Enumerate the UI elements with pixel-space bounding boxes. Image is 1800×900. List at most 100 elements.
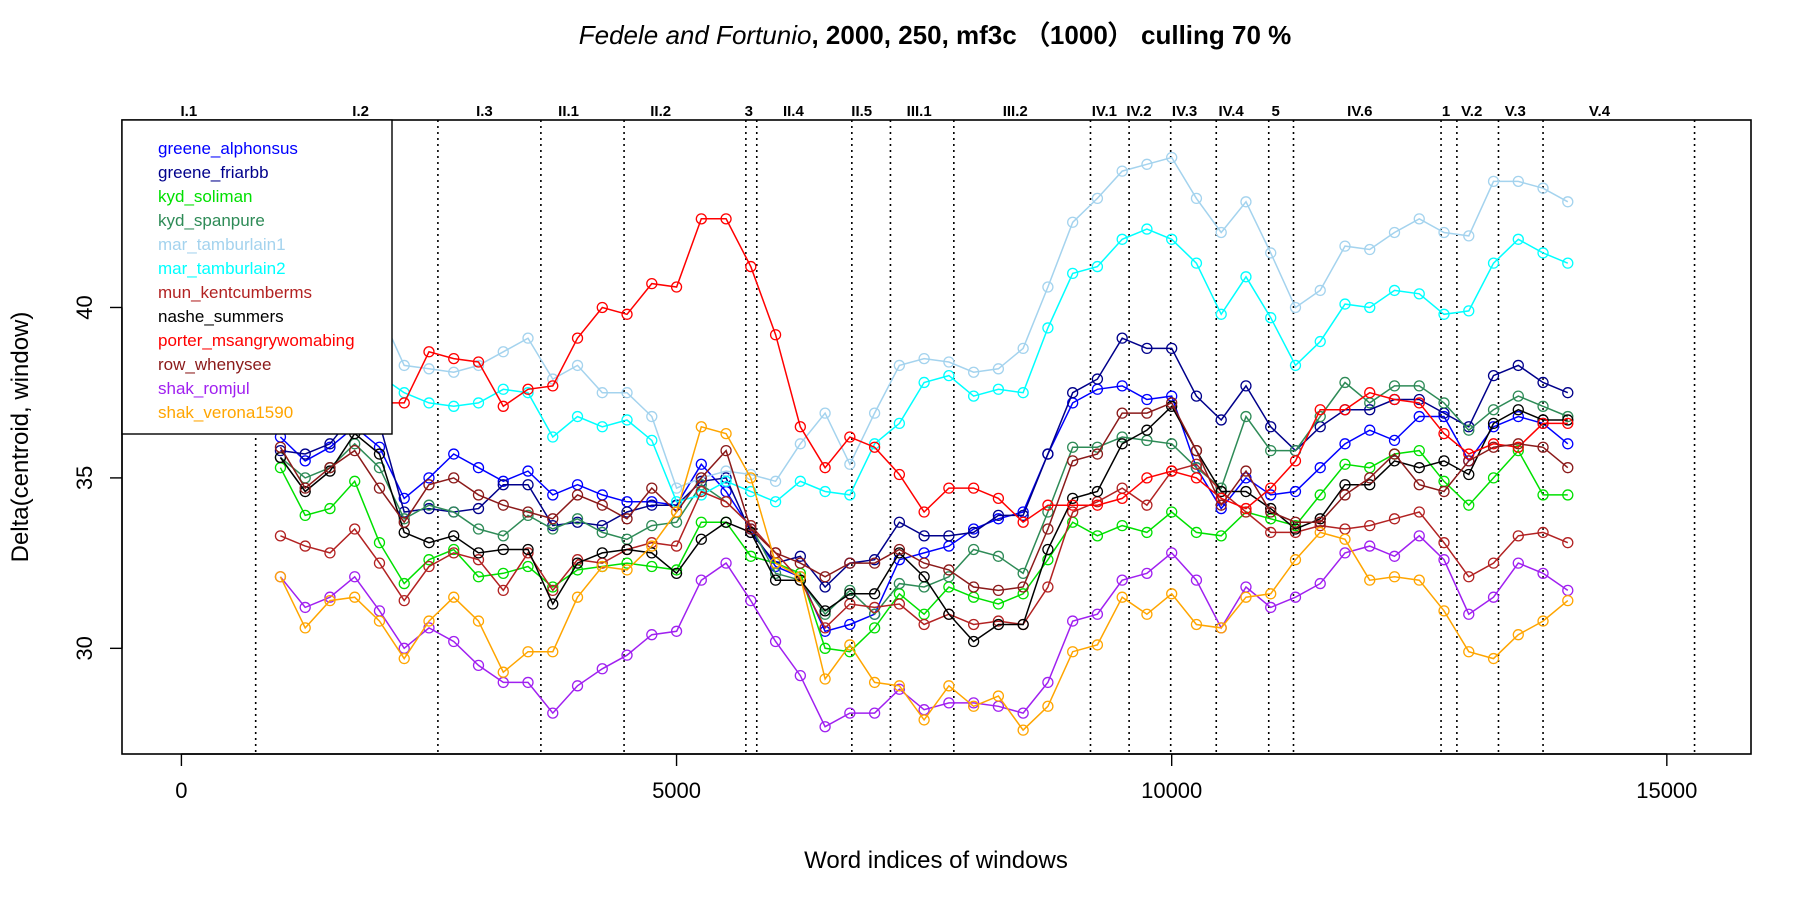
point-greene_alphonsus-9 — [497, 475, 509, 487]
point-shak_verona1590-45 — [1388, 571, 1401, 583]
point-mar_tamburlain1-50 — [1512, 175, 1524, 188]
point-row_whenysee-27 — [943, 564, 955, 576]
point-mar_tamburlain2-31 — [1042, 322, 1054, 334]
point-mar_tamburlain1-11 — [547, 373, 559, 385]
point-porter_msangrywomabing-37 — [1190, 472, 1203, 484]
point-shak_romjul-12 — [571, 680, 584, 692]
point-shak_romjul-30 — [1017, 707, 1029, 719]
scene-label-18: V.3 — [1505, 103, 1526, 120]
point-shak_romjul-36 — [1166, 547, 1178, 559]
point-kyd_spanpure-8 — [472, 523, 485, 535]
x-tick-label-0: 0 — [175, 778, 187, 803]
point-mar_tamburlain2-27 — [943, 369, 955, 382]
point-shak_verona1590-51 — [1537, 615, 1549, 627]
point-mar_tamburlain1-47 — [1438, 226, 1450, 239]
scene-label-2: I.3 — [476, 103, 493, 120]
point-kyd_soliman-50 — [1512, 444, 1524, 457]
point-shak_romjul-21 — [794, 669, 806, 682]
point-mar_tamburlain2-50 — [1512, 233, 1524, 245]
point-mun_kentcumberms-26 — [918, 618, 930, 631]
point-shak_romjul-40 — [1265, 601, 1277, 614]
point-row_whenysee-22 — [819, 571, 831, 583]
point-nashe_summers-49 — [1487, 417, 1500, 430]
point-kyd_spanpure-48 — [1463, 424, 1475, 436]
point-mun_kentcumberms-46 — [1413, 506, 1425, 518]
point-greene_friarbb-2 — [324, 438, 336, 450]
point-shak_verona1590-22 — [819, 673, 831, 685]
x-tick-label-2: 10000 — [1141, 778, 1202, 803]
series-line-porter_msangrywomabing — [280, 218, 1568, 524]
point-mar_tamburlain2-36 — [1166, 233, 1178, 245]
point-shak_verona1590-23 — [844, 639, 856, 651]
point-mar_tamburlain1-5 — [398, 359, 410, 372]
point-nashe_summers-41 — [1289, 523, 1302, 535]
point-shak_verona1590-7 — [448, 591, 460, 603]
point-nashe_summers-14 — [621, 543, 633, 556]
point-mar_tamburlain2-39 — [1240, 271, 1252, 283]
point-greene_alphonsus-52 — [1562, 438, 1574, 450]
point-greene_alphonsus-35 — [1141, 393, 1153, 406]
point-mun_kentcumberms-12 — [571, 554, 584, 566]
point-porter_msangrywomabing-8 — [472, 356, 485, 368]
point-mun_kentcumberms-9 — [497, 584, 509, 597]
point-porter_msangrywomabing-21 — [794, 421, 806, 433]
point-row_whenysee-10 — [522, 506, 534, 518]
point-kyd_soliman-49 — [1487, 472, 1500, 484]
point-mar_tamburlain2-47 — [1438, 308, 1450, 320]
point-mar_tamburlain1-30 — [1017, 342, 1029, 355]
point-shak_romjul-51 — [1537, 567, 1549, 579]
x-tick-label-3: 15000 — [1636, 778, 1697, 803]
point-shak_romjul-47 — [1438, 554, 1450, 566]
legend-entry-shak_verona1590: shak_verona1590 — [158, 403, 293, 422]
point-greene_alphonsus-11 — [547, 489, 559, 501]
point-mun_kentcumberms-28 — [967, 618, 980, 631]
point-kyd_spanpure-22 — [819, 608, 831, 620]
point-porter_msangrywomabing-30 — [1017, 516, 1029, 528]
point-nashe_summers-47 — [1438, 455, 1450, 467]
point-mar_tamburlain1-21 — [794, 438, 806, 450]
point-shak_romjul-42 — [1314, 577, 1326, 590]
point-porter_msangrywomabing-7 — [448, 352, 460, 365]
point-mar_tamburlain2-24 — [868, 438, 881, 450]
point-porter_msangrywomabing-39 — [1240, 502, 1252, 515]
point-shak_verona1590-48 — [1463, 646, 1475, 658]
point-row_whenysee-13 — [596, 499, 608, 511]
point-kyd_soliman-9 — [497, 567, 509, 579]
point-greene_friarbb-30 — [1017, 509, 1029, 522]
point-greene_alphonsus-5 — [398, 492, 410, 505]
point-greene_friarbb-26 — [918, 530, 930, 542]
point-porter_msangrywomabing-20 — [769, 329, 782, 341]
point-mar_tamburlain1-27 — [943, 356, 955, 368]
point-shak_romjul-22 — [819, 721, 831, 733]
legend-entry-mar_tamburlain1: mar_tamburlain1 — [158, 235, 286, 254]
point-row_whenysee-17 — [695, 472, 707, 484]
point-nashe_summers-12 — [571, 557, 584, 569]
point-mar_tamburlain2-22 — [819, 485, 831, 498]
point-kyd_spanpure-23 — [844, 584, 856, 597]
point-mar_tamburlain2-33 — [1091, 260, 1104, 273]
point-mar_tamburlain2-37 — [1190, 257, 1203, 269]
point-nashe_summers-7 — [448, 530, 460, 542]
point-shak_romjul-48 — [1463, 608, 1475, 620]
point-mar_tamburlain2-49 — [1487, 257, 1500, 269]
point-porter_msangrywomabing-50 — [1512, 441, 1524, 453]
point-greene_friarbb-46 — [1413, 393, 1425, 406]
point-mun_kentcumberms-39 — [1240, 506, 1252, 518]
point-kyd_spanpure-31 — [1042, 506, 1054, 518]
point-row_whenysee-9 — [497, 499, 509, 511]
point-nashe_summers-18 — [720, 516, 732, 528]
point-mun_kentcumberms-5 — [398, 594, 410, 607]
point-mar_tamburlain1-14 — [621, 387, 633, 399]
point-mun_kentcumberms-31 — [1042, 581, 1054, 593]
point-greene_friarbb-39 — [1240, 380, 1252, 392]
point-mar_tamburlain2-8 — [472, 397, 485, 409]
point-nashe_summers-10 — [522, 543, 534, 556]
point-kyd_soliman-11 — [547, 581, 559, 593]
legend-entry-nashe_summers: nashe_summers — [158, 307, 284, 326]
point-kyd_spanpure-50 — [1512, 390, 1524, 402]
series-line-shak_verona1590 — [279, 425, 1569, 732]
point-kyd_spanpure-27 — [943, 571, 955, 583]
point-kyd_spanpure-28 — [967, 543, 980, 556]
point-kyd_spanpure-9 — [497, 530, 509, 542]
point-shak_verona1590-9 — [497, 666, 509, 678]
